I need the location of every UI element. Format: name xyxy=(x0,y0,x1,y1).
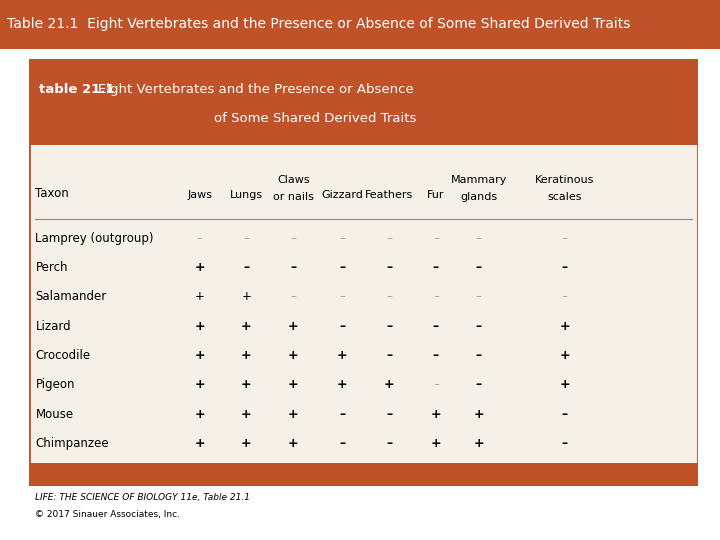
Text: +: + xyxy=(288,349,299,362)
Text: +: + xyxy=(474,408,484,421)
Text: –: – xyxy=(433,379,439,392)
Text: –: – xyxy=(476,261,482,274)
Text: Eight Vertebrates and the Presence or Absence: Eight Vertebrates and the Presence or Ab… xyxy=(98,83,413,96)
Text: –: – xyxy=(290,261,297,274)
Text: +: + xyxy=(559,379,570,392)
Text: Mammary: Mammary xyxy=(451,176,507,185)
Text: glands: glands xyxy=(460,192,498,202)
Text: Crocodile: Crocodile xyxy=(35,349,91,362)
Text: –: – xyxy=(339,437,345,450)
Text: +: + xyxy=(474,437,484,450)
Text: –: – xyxy=(562,291,567,303)
Text: –: – xyxy=(562,408,567,421)
Text: –: – xyxy=(476,232,482,245)
Text: –: – xyxy=(562,232,567,245)
Text: –: – xyxy=(197,232,202,245)
Text: +: + xyxy=(431,437,441,450)
Bar xyxy=(29,59,698,145)
Text: Keratinous: Keratinous xyxy=(535,176,594,185)
Text: Fur: Fur xyxy=(427,190,445,200)
Text: +: + xyxy=(337,349,348,362)
Text: or nails: or nails xyxy=(273,192,314,202)
Text: –: – xyxy=(386,320,392,333)
Text: –: – xyxy=(243,232,249,245)
Text: –: – xyxy=(476,379,482,392)
Text: +: + xyxy=(194,291,204,303)
Text: +: + xyxy=(241,379,252,392)
Text: +: + xyxy=(288,379,299,392)
Text: –: – xyxy=(339,408,345,421)
Text: +: + xyxy=(559,320,570,333)
Text: +: + xyxy=(194,349,205,362)
Text: +: + xyxy=(241,320,252,333)
Text: +: + xyxy=(241,408,252,421)
Text: table 21.1: table 21.1 xyxy=(39,83,114,96)
Text: Claws: Claws xyxy=(277,176,310,185)
Text: Lungs: Lungs xyxy=(230,190,263,200)
Text: –: – xyxy=(433,232,439,245)
Text: –: – xyxy=(339,291,345,303)
Text: –: – xyxy=(476,320,482,333)
Text: +: + xyxy=(194,437,205,450)
Text: –: – xyxy=(290,291,296,303)
Text: –: – xyxy=(476,291,482,303)
Text: +: + xyxy=(241,349,252,362)
Text: +: + xyxy=(194,261,205,274)
Text: +: + xyxy=(241,291,251,303)
Text: –: – xyxy=(339,232,345,245)
Text: Jaws: Jaws xyxy=(187,190,212,200)
Text: Gizzard: Gizzard xyxy=(321,190,363,200)
Text: –: – xyxy=(433,349,439,362)
Text: –: – xyxy=(476,349,482,362)
Text: +: + xyxy=(194,408,205,421)
Text: –: – xyxy=(386,232,392,245)
Text: Mouse: Mouse xyxy=(35,408,73,421)
Text: Pigeon: Pigeon xyxy=(35,379,75,392)
Text: –: – xyxy=(386,261,392,274)
Text: Table 21.1  Eight Vertebrates and the Presence or Absence of Some Shared Derived: Table 21.1 Eight Vertebrates and the Pre… xyxy=(7,17,631,31)
Text: –: – xyxy=(290,232,296,245)
Text: –: – xyxy=(386,408,392,421)
Bar xyxy=(29,463,698,486)
Text: of Some Shared Derived Traits: of Some Shared Derived Traits xyxy=(214,112,416,125)
Text: +: + xyxy=(288,437,299,450)
Text: +: + xyxy=(384,379,395,392)
Text: Chimpanzee: Chimpanzee xyxy=(35,437,109,450)
Text: scales: scales xyxy=(547,192,582,202)
Text: Feathers: Feathers xyxy=(365,190,413,200)
Text: +: + xyxy=(559,349,570,362)
Text: +: + xyxy=(194,320,205,333)
Text: –: – xyxy=(562,261,567,274)
Text: –: – xyxy=(339,320,345,333)
Text: –: – xyxy=(339,261,345,274)
Text: © 2017 Sinauer Associates, Inc.: © 2017 Sinauer Associates, Inc. xyxy=(35,510,181,519)
Text: Perch: Perch xyxy=(35,261,68,274)
Text: LIFE: THE SCIENCE OF BIOLOGY 11e, Table 21.1: LIFE: THE SCIENCE OF BIOLOGY 11e, Table … xyxy=(35,494,251,502)
Text: +: + xyxy=(241,437,252,450)
Text: +: + xyxy=(288,408,299,421)
Text: –: – xyxy=(433,320,439,333)
Text: –: – xyxy=(386,437,392,450)
Text: +: + xyxy=(431,408,441,421)
Text: –: – xyxy=(386,349,392,362)
Text: +: + xyxy=(194,379,205,392)
Text: +: + xyxy=(288,320,299,333)
Text: Taxon: Taxon xyxy=(35,187,69,200)
Text: –: – xyxy=(562,437,567,450)
Text: –: – xyxy=(243,261,250,274)
Text: Lamprey (outgroup): Lamprey (outgroup) xyxy=(35,232,154,245)
Text: –: – xyxy=(386,291,392,303)
Text: +: + xyxy=(337,379,348,392)
Text: Salamander: Salamander xyxy=(35,291,107,303)
Text: –: – xyxy=(433,291,439,303)
Text: Lizard: Lizard xyxy=(35,320,71,333)
Text: –: – xyxy=(433,261,439,274)
